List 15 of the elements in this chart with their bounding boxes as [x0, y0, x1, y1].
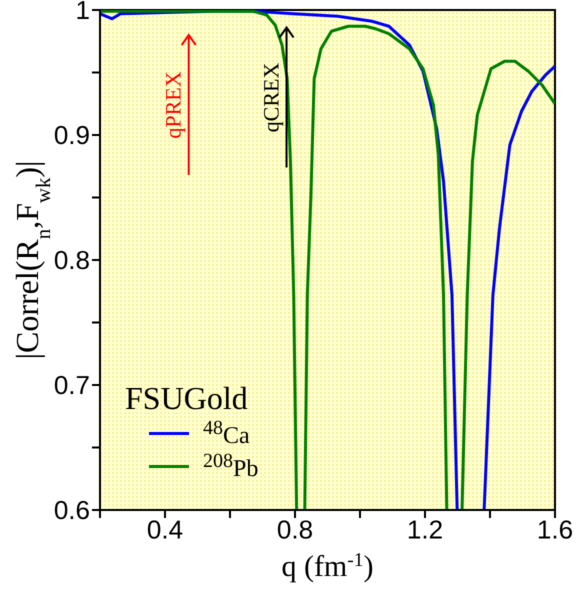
x-tick-label: 1.6	[536, 514, 574, 544]
legend-label: $^{208}$Pb	[203, 450, 258, 483]
x-tick-label: 0.4	[146, 514, 184, 544]
annotation: qPREX	[160, 71, 186, 139]
y-tick-label: 0.6	[54, 495, 90, 526]
y-tick-label: 0.8	[54, 245, 90, 276]
y-tick-label: 0.9	[54, 120, 90, 150]
x-tick-label: 1.2	[406, 514, 444, 544]
annotation: qCREX	[258, 62, 284, 132]
legend-label: $^{48}$Ca	[203, 417, 250, 450]
y-tick-label: 1	[76, 0, 90, 26]
x-tick-label: 0.8	[276, 514, 314, 544]
y-tick-label: 0.7	[54, 370, 90, 400]
legend-title: FSUGold	[125, 380, 249, 417]
x-axis-title: q (fm$^{-1}$)	[281, 550, 374, 583]
